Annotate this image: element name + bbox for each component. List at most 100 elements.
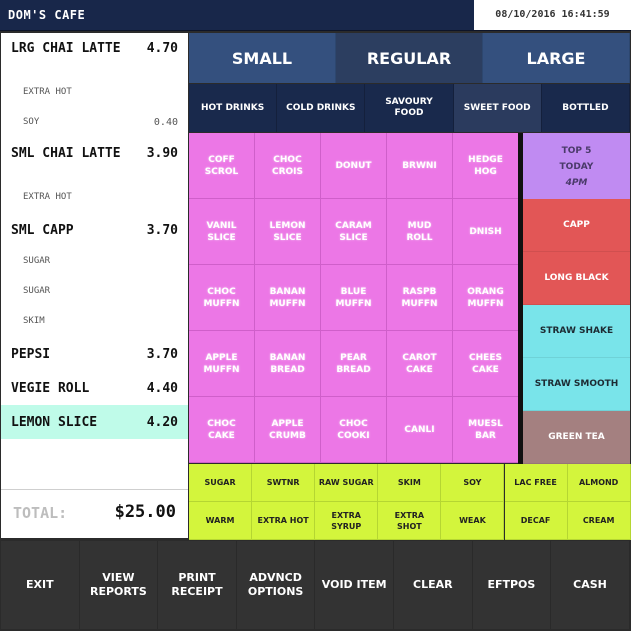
order-item-name: LEMON SLICE [11,415,98,430]
order-item-name: SML CHAI LATTE [11,146,121,161]
product-mud-roll-button[interactable]: MUD ROLL [387,199,453,265]
product-banan-bread-button[interactable]: BANAN BREAD [255,331,321,397]
cash-button[interactable]: CASH [551,541,630,629]
top5-time: 4PM [565,178,588,188]
modifier-swtnr-button[interactable]: SWTNR [252,464,316,502]
order-modifier-line[interactable]: EXTRA HOT [1,183,188,213]
product-vanil-slice-button[interactable]: VANIL SLICE [189,199,255,265]
product-choc-cake-button[interactable]: CHOC CAKE [189,397,255,463]
order-modifier-line[interactable]: SUGAR [1,247,188,277]
tab-cold-drinks[interactable]: COLD DRINKS [277,84,366,132]
modifier-sugar-button[interactable]: SUGAR [189,464,253,502]
total-label: TOTAL: [13,504,68,522]
modifier-extra-shot-button[interactable]: EXTRA SHOT [378,502,442,540]
order-item-price: 4.70 [146,41,178,56]
product-apple-crumb-button[interactable]: APPLE CRUMB [255,397,321,463]
order-panel: LRG CHAI LATTE 4.70 EXTRA HOT SOY 0.40 SML CH… [1,33,188,538]
modifier-weak-button[interactable]: WEAK [441,502,505,540]
order-modifier-line[interactable]: SUGAR [1,277,188,307]
product-pear-bread-button[interactable]: PEAR BREAD [321,331,387,397]
modifier-skim-button[interactable]: SKIM [378,464,442,502]
order-line-item[interactable]: LRG CHAI LATTE 4.70 [1,33,188,78]
product-brwni-button[interactable]: BRWNI [387,133,453,199]
size-regular-button[interactable]: REGULAR [336,33,483,83]
order-item-name: SUGAR [23,256,51,266]
top5-straw-shake-button[interactable]: STRAW SHAKE [523,305,630,358]
product-caram-slice-button[interactable]: CARAM SLICE [321,199,387,265]
product-hedge-hog-button[interactable]: HEDGE HOG [453,133,519,199]
product-apple-muffn-button[interactable]: APPLE MUFFN [189,331,255,397]
eftpos-button[interactable]: EFTPOS [472,541,552,629]
tab-bottled[interactable]: BOTTLED [541,84,630,132]
product-choc-cooki-button[interactable]: CHOC COOKI [321,397,387,463]
modifier-soy-button[interactable]: SOY [441,464,505,502]
tab-hot-drinks[interactable]: HOT DRINKS [189,84,278,132]
app-title: DOM'S CAFE [8,8,86,22]
order-item-name: SKIM [23,316,45,326]
order-item-name: SUGAR [23,286,51,296]
product-chees-cake-button[interactable]: CHEES CAKE [453,331,519,397]
product-carot-cake-button[interactable]: CAROT CAKE [387,331,453,397]
tab-sweet-food[interactable]: SWEET FOOD [453,84,542,132]
order-item-price: 3.90 [146,146,178,161]
title-bar: DOM'S CAFE 08/10/2016 16:41:59 [0,0,631,31]
product-coff-scrol-button[interactable]: COFF SCROL [189,133,255,199]
top5-long-black-button[interactable]: LONG BLACK [523,252,630,305]
order-item-price: 4.40 [146,381,178,396]
exit-button[interactable]: EXIT [1,541,80,629]
size-large-button[interactable]: LARGE [483,33,630,83]
order-modifier-line[interactable]: SOY 0.40 [1,108,188,138]
order-item-price: 3.70 [146,347,178,362]
modifier-decaf-button[interactable]: DECAF [504,502,568,540]
order-total: TOTAL: $25.00 [1,489,188,539]
product-dnish-button[interactable]: DNISH [453,199,519,265]
modifier-cream-button[interactable]: CREAM [567,502,631,540]
modifier-lac-free-button[interactable]: LAC FREE [504,464,568,502]
product-lemon-slice-button[interactable]: LEMON SLICE [255,199,321,265]
order-item-price: 4.20 [146,415,178,430]
product-blue-muffn-button[interactable]: BLUE MUFFN [321,265,387,331]
order-item-name: PEPSI [11,347,51,362]
product-choc-crois-button[interactable]: CHOC CROIS [255,133,321,199]
modifier-extra-syrup-button[interactable]: EXTRA SYRUP [315,502,379,540]
view-reports-button[interactable]: VIEW REPORTS [79,541,159,629]
order-line-item[interactable]: SML CAPP 3.70 [1,213,188,247]
clear-button[interactable]: CLEAR [394,541,473,629]
product-choc-muffn-button[interactable]: CHOC MUFFN [189,265,255,331]
order-item-name: EXTRA HOT [23,87,72,97]
product-canli-button[interactable]: CANLI [387,397,453,463]
modifier-almond-button[interactable]: ALMOND [567,464,631,502]
total-value: $25.00 [114,502,176,522]
top5-green-tea-button[interactable]: GREEN TEA [523,411,630,464]
product-banan-muffn-button[interactable]: BANAN MUFFN [255,265,321,331]
order-line-item[interactable]: LEMON SLICE 4.20 [1,405,188,439]
order-item-price: 0.40 [153,117,178,128]
order-line-item[interactable]: VEGIE ROLL 4.40 [1,371,188,405]
order-list[interactable]: LRG CHAI LATTE 4.70 EXTRA HOT SOY 0.40 SML CH… [1,33,188,488]
order-item-name: SML CAPP [11,223,74,238]
advncd-options-button[interactable]: ADVNCD OPTIONS [236,541,316,629]
order-line-item[interactable]: SML CHAI LATTE 3.90 [1,138,188,183]
modifier-extra-hot-button[interactable]: EXTRA HOT [252,502,316,540]
top5-straw-smooth-button[interactable]: STRAW SMOOTH [523,358,630,411]
tab-savoury-food[interactable]: SAVOURY FOOD [365,84,454,132]
order-item-name: EXTRA HOT [23,192,72,202]
product-muesl-bar-button[interactable]: MUESL BAR [453,397,519,463]
product-donut-button[interactable]: DONUT [321,133,387,199]
order-modifier-line[interactable]: SKIM [1,307,188,337]
top5-title: TOP 5 [561,146,592,156]
modifier-warm-button[interactable]: WARM [189,502,253,540]
product-orang-muffn-button[interactable]: ORANG MUFFN [453,265,519,331]
modifier-raw-sugar-button[interactable]: RAW SUGAR [315,464,379,502]
order-modifier-line[interactable]: EXTRA HOT [1,78,188,108]
order-item-name: LRG CHAI LATTE [11,41,121,56]
void-item-button[interactable]: VOID ITEM [315,541,394,629]
order-line-item[interactable]: PEPSI 3.70 [1,337,188,371]
size-small-button[interactable]: SMALL [189,33,336,83]
print-receipt-button[interactable]: PRINT RECEIPT [158,541,237,629]
top5-header: TOP 5 TODAY 4PM [523,133,630,199]
order-item-name: VEGIE ROLL [11,381,90,396]
order-item-price: 3.70 [146,223,178,238]
product-raspb-muffn-button[interactable]: RASPB MUFFN [387,265,453,331]
top5-capp-button[interactable]: CAPP [523,199,630,252]
